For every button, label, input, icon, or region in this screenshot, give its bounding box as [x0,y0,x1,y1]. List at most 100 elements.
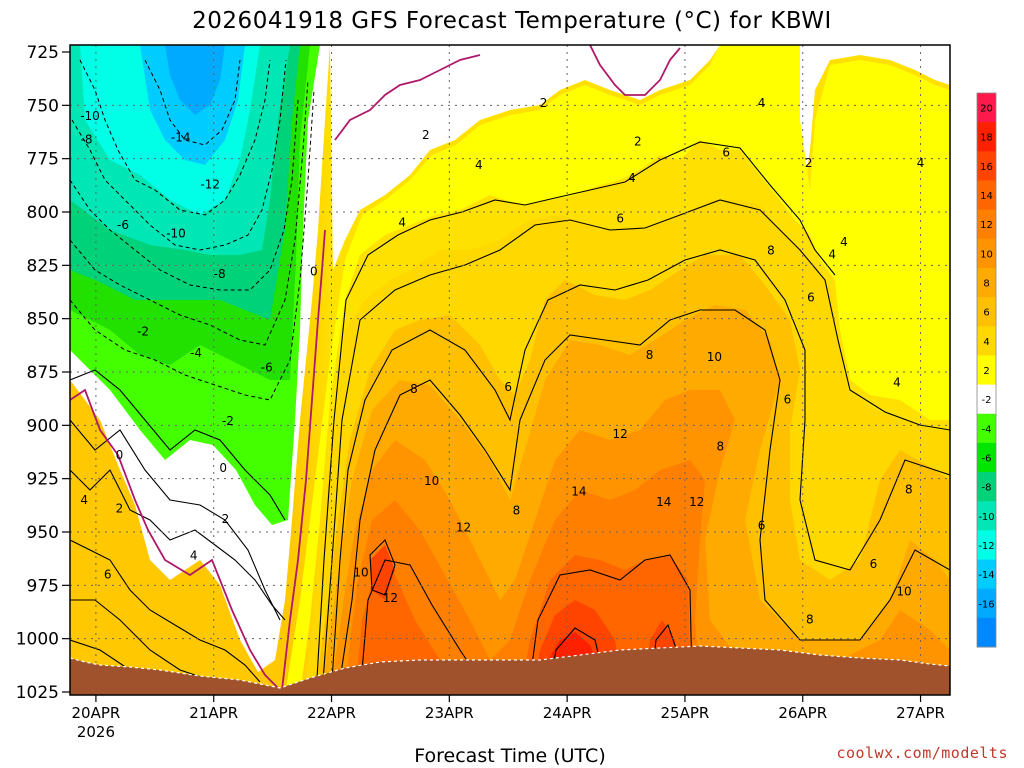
colorbar-label: 2 [983,366,989,377]
colorbar-swatch [977,180,996,211]
y-tick-label: 825 [27,256,59,276]
fill-band-blue [165,45,225,115]
colorbar-label: 12 [980,220,993,231]
plot-frame [69,44,951,696]
contour-label: 6 [616,211,624,225]
contour-label: 8 [513,504,521,518]
contour-label: 4 [840,235,848,249]
colorbar-swatch [977,151,996,181]
contour-label: 8 [905,482,913,496]
contour-label: 2 [116,502,124,516]
contour-label: 8 [646,348,654,362]
y-tick-label: 800 [27,203,59,223]
y-axis: 725 750 775 800 825 850 875 900 925 950 975 1000 102… [16,43,70,703]
x-tick-label: 27APR [896,704,945,722]
contour-label: 6 [807,290,815,304]
y-tick-label: 900 [27,416,59,436]
contour-label-layer: -10-8 -14-12-6-10-8-2-4-6-200242460244224… [80,96,924,626]
x-tick-label: 23APR [425,704,474,722]
contour-label: -6 [117,218,129,232]
contour-label: 0 [219,461,227,475]
colorbar-label: -2 [982,395,992,406]
colorbar-swatch [977,326,996,356]
y-tick-label: 1025 [16,683,59,703]
plot-area: -10-8 -14-12-6-10-8-2-4-6-200242460244224… [70,45,950,695]
colorbar-label: 18 [980,133,993,144]
contour-label: 2 [634,135,642,149]
fill-band-white-upper [330,45,720,270]
colorbar-label: -12 [978,541,994,552]
contour-label: -8 [81,132,93,146]
y-tick-label: 850 [27,310,59,330]
contour-label: 14 [571,484,586,498]
colorbar-label: -10 [978,512,994,523]
contour-label: 2 [805,156,813,170]
contour-label: 4 [828,248,836,262]
colorbar-swatch [977,617,996,648]
colorbar-swatch [977,413,996,444]
contour-label: 10 [707,350,722,364]
contour-label: -2 [222,414,234,428]
contour-label: 4 [628,171,636,185]
colorbar-frame [976,92,997,648]
contour-label: 4 [758,96,766,110]
colorbar-swatch [977,267,996,298]
contour-label: 12 [383,591,398,605]
contour-label: 8 [767,243,775,257]
y-tick-label: 775 [27,150,59,170]
contour-label: 4 [893,376,901,390]
contour-label: 4 [475,158,483,172]
contour-label: -12 [200,177,220,191]
credit-text: coolwx.com/modelts [836,744,1008,762]
y-tick-label: 975 [27,576,59,596]
x-year-label: 2026 [77,723,115,741]
colorbar-swatch [977,472,996,502]
chart-title: 2026041918 GFS Forecast Temperature (°C)… [192,8,832,34]
colorbar-swatch [977,559,996,590]
contour-label: 8 [410,382,418,396]
contour-label: -8 [214,267,226,281]
contour-label: 12 [689,495,704,509]
colorbar-swatch [977,122,996,152]
contour-label: -4 [190,346,202,360]
x-tick-label: 20APR [72,704,121,722]
colorbar-swatch [977,93,996,123]
colorbar-label: 16 [980,162,993,173]
x-tick-label: 22APR [307,704,356,722]
colorbar: 20 18 16 14 12 10 8 6 4 2 -2 -4 -6 -8 -10 -12 -14 -16 [976,92,997,648]
colorbar-label: 10 [980,249,993,260]
colorbar-label: -4 [982,424,992,435]
contour-label: 12 [613,427,628,441]
x-tick-label: 26APR [778,704,827,722]
contour-label: 4 [398,216,406,230]
contour-label: 12 [456,521,471,535]
contour-label: 0 [116,448,124,462]
contour-label: 6 [758,519,766,533]
colorbar-swatch [977,384,996,415]
colorbar-label: 8 [983,279,989,290]
contour-label: 8 [806,612,814,626]
contour-label: 2 [222,512,230,526]
colorbar-swatch [977,501,996,531]
colorbar-label: 6 [983,308,989,319]
zero-isotherm [70,45,681,691]
colorbar-label: 4 [983,337,989,348]
contour-label: 4 [80,493,88,507]
y-tick-label: 875 [27,363,59,383]
terrain-ground [70,646,950,695]
y-tick-label: 1000 [16,630,59,650]
contour-label: 0 [310,265,318,279]
colorbar-swatch [977,355,996,386]
colorbar-swatch [977,442,996,473]
contour-label: -10 [166,226,186,240]
contour-label: -6 [261,361,273,375]
colorbar-swatch [977,238,996,269]
contour-label: 14 [656,495,671,509]
contour-label: 2 [540,96,548,110]
contour-label: 10 [424,474,439,488]
contour-label: 4 [917,156,925,170]
colorbar-label: -16 [978,599,994,610]
contour-label: 6 [784,393,792,407]
colorbar-swatch [977,588,996,619]
